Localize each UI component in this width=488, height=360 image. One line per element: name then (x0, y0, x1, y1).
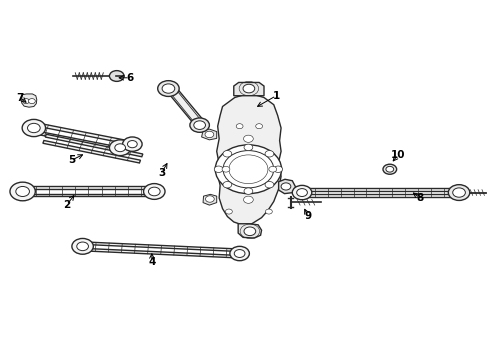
Text: 8: 8 (416, 193, 423, 203)
Circle shape (127, 140, 137, 148)
Circle shape (72, 238, 93, 254)
Circle shape (225, 209, 232, 214)
Circle shape (452, 188, 465, 197)
Text: 3: 3 (158, 168, 165, 178)
Polygon shape (233, 82, 264, 96)
Polygon shape (43, 140, 140, 163)
Circle shape (143, 184, 164, 199)
Circle shape (223, 181, 231, 188)
Text: 4: 4 (148, 257, 155, 267)
Circle shape (122, 137, 142, 151)
Polygon shape (45, 134, 142, 157)
Circle shape (264, 181, 273, 188)
Circle shape (236, 124, 243, 129)
Polygon shape (32, 130, 134, 153)
Circle shape (268, 166, 276, 172)
Text: 5: 5 (68, 155, 75, 165)
Circle shape (77, 242, 88, 251)
Circle shape (215, 145, 281, 194)
Circle shape (16, 186, 29, 197)
Polygon shape (278, 179, 295, 194)
Circle shape (265, 209, 272, 214)
Circle shape (296, 189, 307, 197)
Text: 7: 7 (17, 93, 24, 103)
Circle shape (109, 71, 124, 81)
Circle shape (382, 164, 396, 174)
Polygon shape (82, 242, 240, 252)
Circle shape (27, 123, 40, 133)
Circle shape (10, 182, 35, 201)
Polygon shape (302, 188, 456, 191)
Text: 2: 2 (63, 200, 70, 210)
Polygon shape (201, 129, 216, 140)
Circle shape (229, 246, 249, 261)
Polygon shape (35, 123, 137, 145)
Circle shape (28, 99, 35, 104)
Polygon shape (203, 194, 216, 205)
Polygon shape (302, 194, 456, 197)
Circle shape (292, 185, 311, 200)
Circle shape (273, 166, 282, 172)
Circle shape (222, 166, 229, 172)
Circle shape (385, 166, 393, 172)
Text: 1: 1 (272, 91, 279, 101)
Circle shape (22, 99, 29, 104)
Circle shape (243, 84, 254, 93)
Circle shape (223, 150, 231, 157)
Circle shape (244, 227, 255, 235)
Circle shape (205, 196, 214, 202)
Circle shape (109, 140, 131, 156)
Text: 10: 10 (390, 150, 405, 160)
Polygon shape (22, 186, 154, 189)
Polygon shape (238, 224, 261, 238)
Circle shape (243, 135, 253, 142)
Circle shape (281, 183, 290, 190)
Circle shape (189, 118, 209, 132)
Circle shape (204, 131, 213, 138)
Circle shape (243, 196, 253, 203)
Polygon shape (22, 194, 154, 197)
Circle shape (162, 84, 174, 93)
Circle shape (244, 144, 252, 150)
Circle shape (447, 185, 469, 201)
Circle shape (255, 124, 262, 129)
Polygon shape (82, 248, 239, 258)
Text: 6: 6 (126, 73, 133, 83)
Circle shape (264, 150, 273, 157)
Polygon shape (21, 94, 37, 107)
Text: 9: 9 (304, 211, 311, 221)
Polygon shape (216, 93, 281, 225)
Circle shape (234, 249, 244, 257)
Circle shape (244, 188, 252, 194)
Circle shape (115, 144, 125, 152)
Polygon shape (171, 92, 206, 129)
Circle shape (214, 166, 223, 172)
Polygon shape (167, 88, 205, 126)
Circle shape (158, 81, 179, 96)
Circle shape (148, 187, 160, 196)
Circle shape (22, 120, 45, 136)
Circle shape (193, 121, 205, 130)
